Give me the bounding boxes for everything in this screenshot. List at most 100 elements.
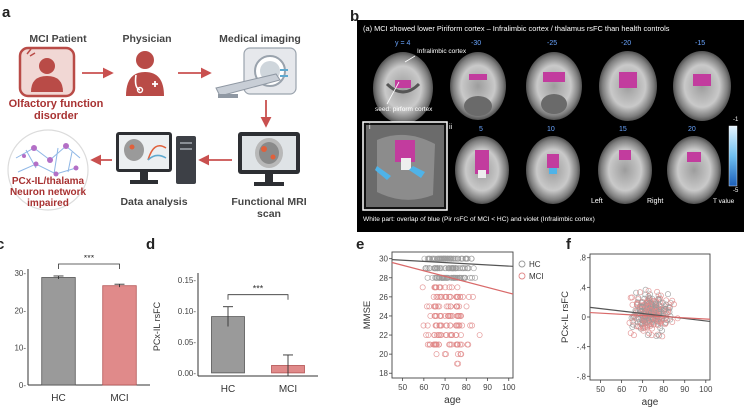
data-point: [448, 341, 455, 348]
data-point: [469, 322, 475, 329]
data-point: [436, 322, 443, 329]
data-point: [644, 332, 651, 338]
data-point: [469, 293, 476, 300]
data-point: [472, 274, 479, 281]
slice-bottom-1: [455, 136, 509, 204]
fmri-label-2: scan: [257, 208, 281, 220]
olfactory-label-2: disorder: [33, 110, 78, 122]
data-point: [423, 332, 430, 338]
brain-slices: [362, 51, 738, 211]
seed-label: seed: pirform cortex: [375, 106, 433, 113]
bottom-note: White part: overlap of blue (Pir rsFC of…: [363, 216, 595, 223]
y-tick-label: 22: [379, 331, 388, 340]
fmri-monitor-icon: [238, 132, 300, 186]
y-axis-label: MMSE: [362, 301, 373, 330]
brain-panel-title: (a) MCI showed lower Piriform cortex – I…: [363, 24, 670, 33]
legend-marker-hc: [518, 260, 526, 268]
data-point: [465, 341, 472, 348]
data-point: [454, 341, 461, 348]
chart-f: 50 60 70 80 90 100 -.8 -.4 0 .4 .8 age PCx-IL rsFC: [560, 253, 713, 408]
analysis-label: Data analysis: [120, 196, 188, 208]
y-axis-label: PCx-IL rsFC: [560, 291, 571, 343]
data-point: [434, 332, 440, 338]
x-tick-label: 50: [596, 385, 605, 394]
data-point: [435, 341, 442, 348]
panel-label-d: d: [146, 236, 156, 253]
computer-icon: [116, 132, 196, 184]
slice-label-top-3: -25: [547, 40, 558, 47]
network-label-1: PCx-IL/thalama: [11, 176, 85, 187]
data-point: [654, 288, 661, 295]
data-point: [629, 301, 636, 308]
network-label-3: impaired: [27, 198, 69, 209]
data-point: [431, 332, 438, 338]
significance-label: ***: [84, 255, 95, 263]
data-point: [652, 308, 659, 315]
slice-top-2: [450, 52, 506, 120]
data-point: [656, 332, 663, 339]
data-point: [457, 293, 464, 300]
data-point: [424, 322, 431, 329]
data-point: [653, 300, 660, 307]
data-point: [424, 303, 430, 310]
data-point: [453, 255, 460, 262]
data-point: [442, 255, 449, 262]
data-point: [447, 313, 454, 319]
data-point: [642, 291, 649, 298]
data-point: [434, 265, 441, 272]
infralimbic-label: Infralimbic cortex: [417, 48, 467, 55]
x-tick-label: 60: [419, 383, 428, 392]
data-point: [433, 284, 440, 291]
fmri-label-1: Functional MRI: [231, 196, 307, 208]
slice-label-top-4: -20: [621, 40, 632, 47]
data-point: [446, 284, 453, 291]
data-point: [457, 341, 463, 348]
x-tick-label: 70: [441, 383, 450, 392]
colorbar: [728, 125, 738, 187]
panel-label-c: c: [0, 236, 5, 253]
y-tick-label: 26: [379, 293, 388, 302]
hc-fit-line: [589, 306, 711, 323]
data-point: [419, 284, 426, 291]
data-point: [433, 322, 440, 329]
data-point: [462, 255, 469, 262]
data-point: [463, 303, 470, 310]
y-tick-label: 0-: [19, 381, 26, 390]
x-tick-label: 100: [502, 383, 516, 392]
data-point: [438, 265, 445, 272]
y-tick-label: 24: [379, 312, 388, 321]
data-point: [456, 303, 463, 310]
left-label: Left: [591, 198, 603, 205]
data-point: [646, 303, 653, 310]
data-point: [430, 255, 437, 262]
physician-label: Physician: [122, 33, 172, 45]
workflow-arrows: [82, 67, 272, 166]
data-point: [648, 316, 655, 323]
x-axis-label: age: [642, 397, 659, 408]
y-tick-label: 18: [379, 369, 388, 378]
data-point: [455, 351, 461, 358]
x-tick-label: 90: [680, 385, 689, 394]
data-point: [446, 293, 453, 300]
x-tick-label: 100: [699, 385, 713, 394]
data-point: [630, 321, 637, 328]
data-point: [468, 255, 475, 262]
panel-label-f: f: [566, 236, 571, 253]
data-point: [457, 351, 464, 358]
data-point: [626, 319, 633, 326]
mri-machine-icon: [215, 47, 297, 98]
data-point: [465, 293, 472, 300]
data-point: [447, 322, 454, 329]
mci-fit-line: [589, 311, 711, 320]
data-point: [646, 295, 653, 302]
data-point: [633, 289, 640, 296]
data-point: [436, 303, 443, 310]
data-point: [455, 313, 462, 319]
data-point: [637, 289, 643, 296]
data-point: [656, 318, 663, 325]
slice-bottom-4: [667, 136, 721, 204]
imaging-label: Medical imaging: [219, 33, 301, 45]
colorbar-title: T value: [713, 198, 735, 205]
data-point: [645, 299, 652, 306]
data-point: [646, 330, 653, 337]
